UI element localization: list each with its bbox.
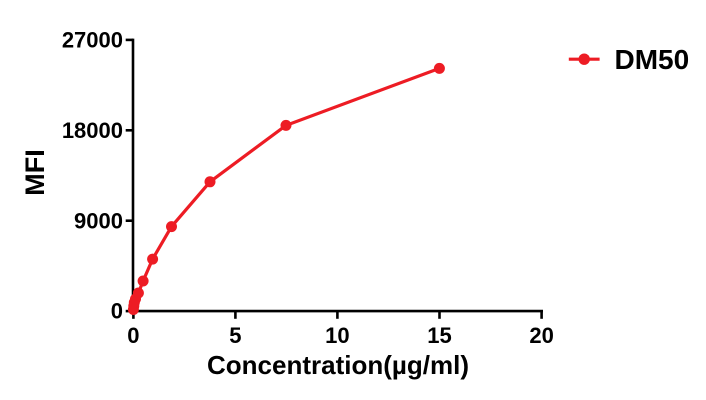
svg-text:MFI: MFI [20,149,50,196]
svg-text:0: 0 [111,299,123,324]
svg-text:5: 5 [229,323,241,348]
svg-text:Concentration(µg/ml): Concentration(µg/ml) [207,350,469,380]
svg-text:18000: 18000 [62,118,123,143]
svg-text:0: 0 [127,323,139,348]
svg-text:27000: 27000 [62,28,123,53]
svg-text:9000: 9000 [74,208,123,233]
svg-text:10: 10 [325,323,349,348]
svg-text:15: 15 [427,323,451,348]
svg-text:20: 20 [529,323,553,348]
svg-text:DM50: DM50 [615,44,690,75]
